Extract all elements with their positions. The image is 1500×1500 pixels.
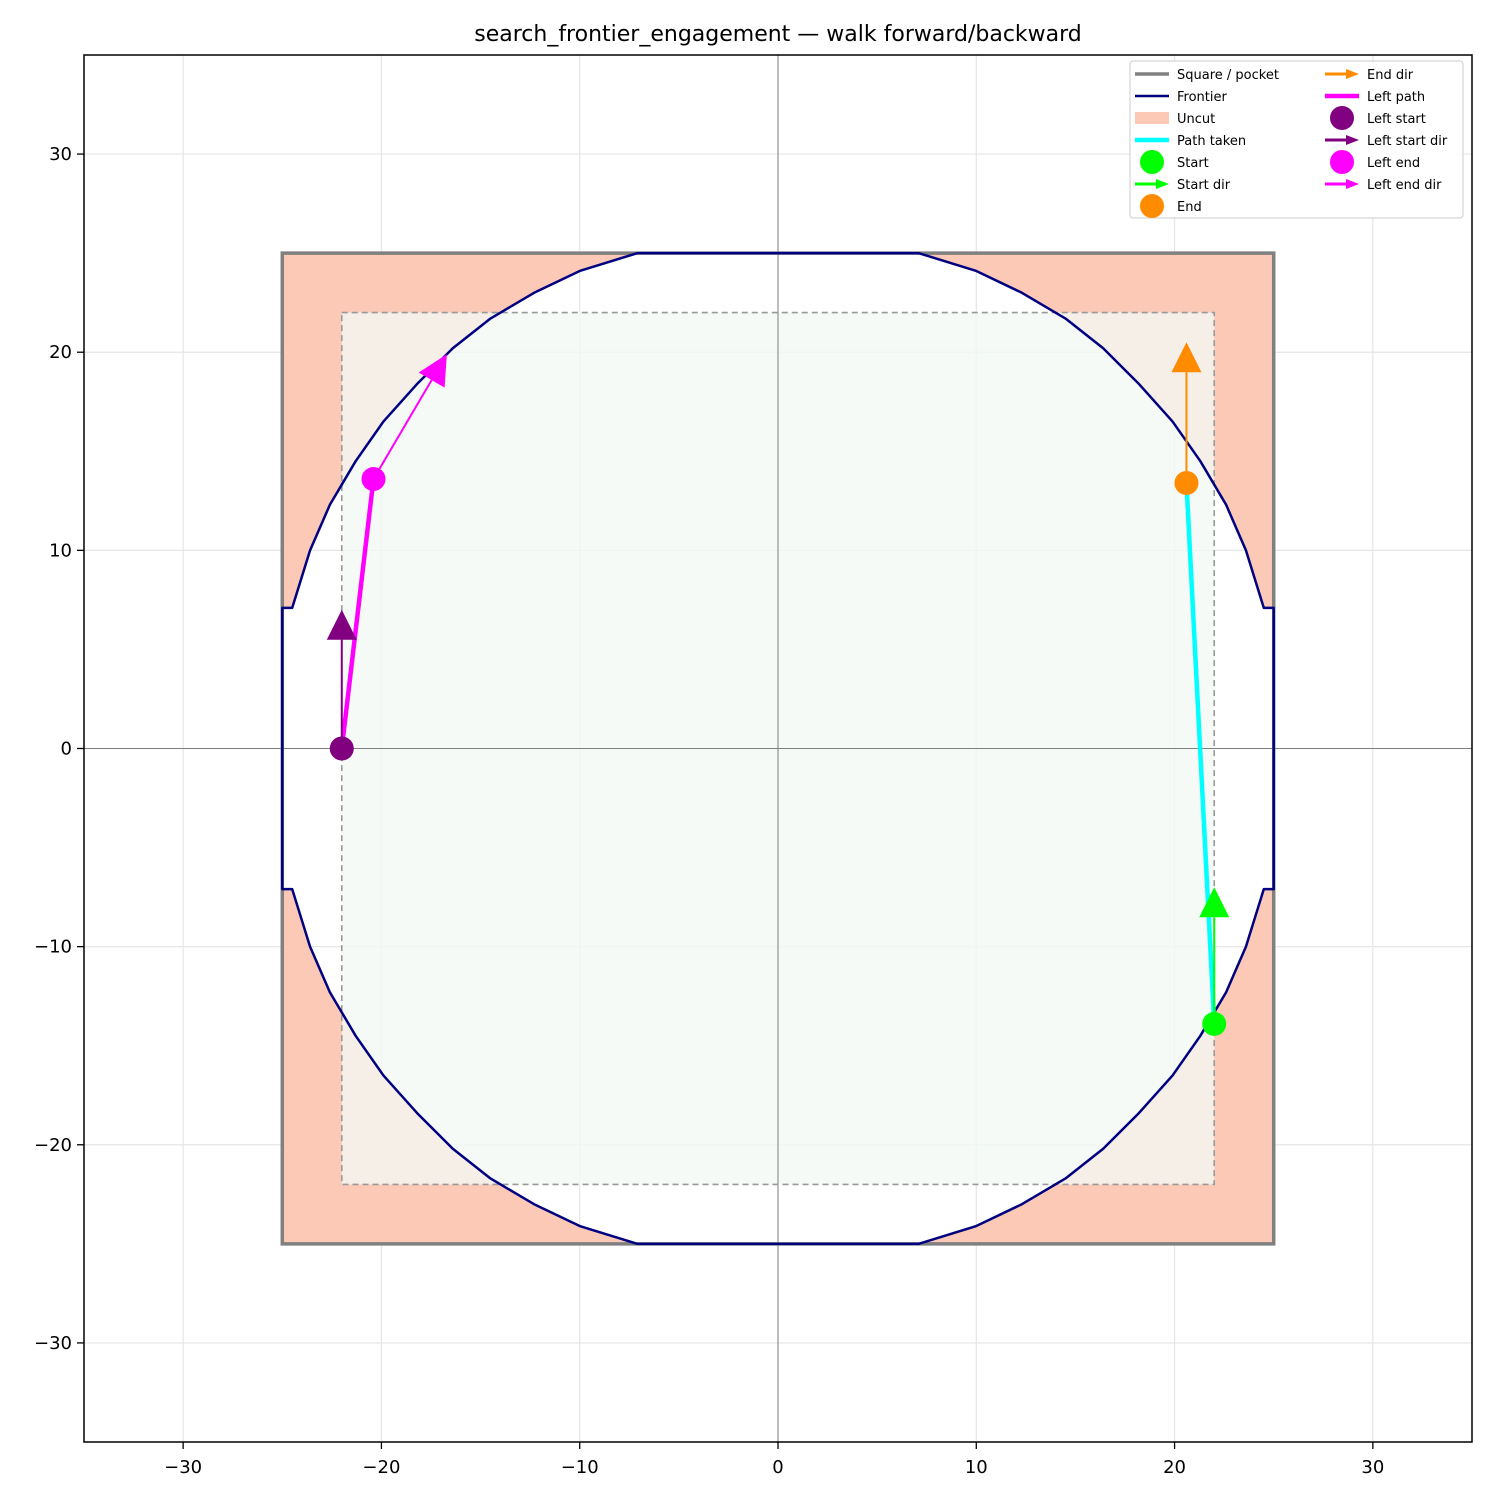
legend-label-end_dir: End dir [1367,68,1414,83]
y-tick-label: 0 [61,739,72,760]
left-end-point [361,467,386,492]
legend-handle-left_start_dir-head [1346,135,1359,145]
y-tick-label: −20 [34,1135,72,1156]
legend-handle-start_dir-head [1156,179,1169,189]
legend-handle-end [1140,194,1164,218]
legend-handle-start [1140,150,1164,174]
legend-handle-uncut [1135,112,1169,124]
y-tick-label: −10 [34,937,72,958]
legend-label-start_dir: Start dir [1177,178,1231,193]
path-taken [1184,482,1217,1025]
x-tick-label: −10 [561,1457,599,1478]
legend-box [1129,60,1464,219]
x-tick-label: 30 [1361,1457,1384,1478]
legend-label-uncut: Uncut [1177,112,1215,127]
frontier-line [281,251,1275,1246]
x-tick-label: −30 [164,1457,202,1478]
square-pocket [280,251,1276,1246]
axes: −30 −20 −10 0 10 20 30 −30 −20 −10 0 10 20 30 [34,54,1473,1478]
legend-label-left_end: Left end [1367,156,1420,171]
legend-label-left_path: Left path [1367,90,1425,105]
legend-label-frontier: Frontier [1177,90,1227,105]
left-start-dir-arrow-head [326,609,357,640]
x-tick-label: 0 [772,1457,783,1478]
plot-marks [326,342,1230,1036]
y-tick-label: 20 [49,342,72,363]
legend-label-end: End [1177,200,1202,215]
legend-label-left_start_dir: Left start dir [1367,134,1448,149]
legend-label-left_end_dir: Left end dir [1367,178,1442,193]
chart-title: search_frontier_engagement — walk forwar… [474,22,1082,47]
x-tick-label: 10 [965,1457,988,1478]
left-start-point [329,736,354,761]
x-tick-label: −20 [362,1457,400,1478]
end-point [1174,470,1199,495]
legend-handle-left_end_dir-head [1346,179,1359,189]
y-tick-label: 30 [49,144,72,165]
left-end-dir-arrow-shaft [372,379,433,480]
legend-label-left_start: Left start [1367,112,1426,127]
end-dir-arrow-head [1171,342,1202,373]
x-tick-label: 20 [1163,1457,1186,1478]
y-tick-label: 10 [49,540,72,561]
legend-label-path_taken: Path taken [1177,134,1246,149]
legend-label-start: Start [1177,156,1209,171]
start-point [1202,1011,1227,1036]
left-end-dir-arrow-head [418,354,447,388]
legend-handle-left_end [1330,150,1354,174]
plot-shapes [84,55,1472,1442]
legend: Square / pocket Frontier Uncut Path taken St… [1129,60,1464,219]
left-path [339,478,376,749]
legend-handle-left_start [1330,106,1354,130]
y-tick-label: −30 [34,1333,72,1354]
start-dir-arrow-head [1199,887,1230,918]
legend-label-square: Square / pocket [1177,68,1279,83]
legend-handle-end_dir-head [1346,69,1359,79]
